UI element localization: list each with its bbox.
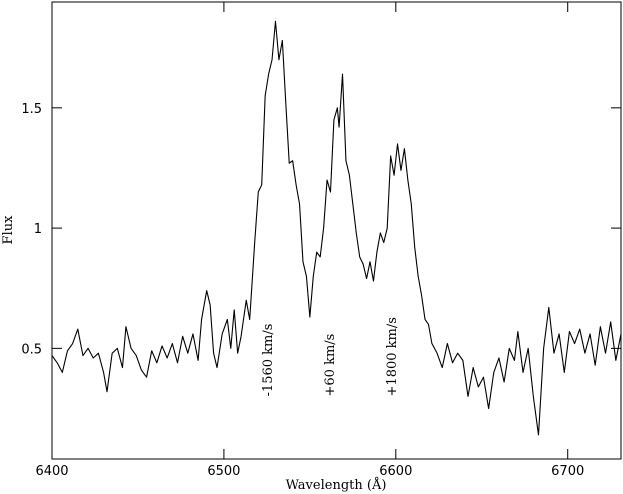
x-tick-label: 6500 bbox=[207, 464, 240, 479]
y-tick-label: 0.5 bbox=[21, 342, 42, 357]
x-tick-label: 6600 bbox=[379, 464, 412, 479]
x-tick-label: 6700 bbox=[551, 464, 584, 479]
y-axis-title: Flux bbox=[1, 215, 16, 245]
x-axis-title: Wavelength (Å) bbox=[286, 477, 387, 493]
annotation: -1560 km/s bbox=[261, 324, 276, 397]
plot-frame bbox=[51, 1, 622, 460]
y-tick-label: 1 bbox=[34, 222, 42, 237]
annotation: +1800 km/s bbox=[385, 317, 400, 396]
y-tick-label: 1.5 bbox=[21, 102, 42, 117]
spectrum-line bbox=[51, 20, 622, 436]
annotation: +60 km/s bbox=[323, 334, 338, 397]
x-tick-label: 6400 bbox=[35, 464, 68, 479]
